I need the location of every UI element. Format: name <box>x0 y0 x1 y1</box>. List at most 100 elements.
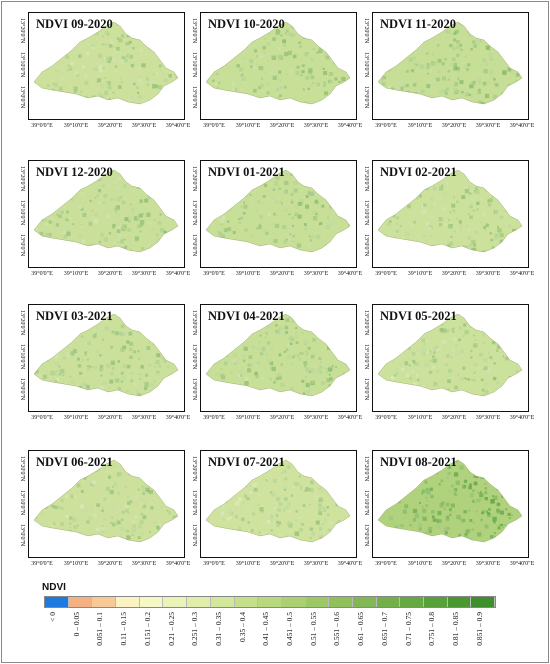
panel-title: NDVI 04-2021 <box>208 309 285 323</box>
legend-swatch <box>329 597 353 607</box>
y-tick-label: 13°20'0"N <box>363 310 369 336</box>
basin-map <box>377 459 523 543</box>
x-tick-label: 39°20'0"E <box>441 271 467 277</box>
basin-area <box>34 314 178 396</box>
x-tick-label: 39°30'0"E <box>475 123 501 129</box>
x-tick-label: 39°20'0"E <box>269 561 295 567</box>
legend-class-label: 0.81 – 0.85 <box>450 612 460 646</box>
legend-swatch <box>400 597 424 607</box>
legend-swatch <box>139 597 164 607</box>
panel-title: NDVI 06-2021 <box>36 455 113 469</box>
y-tick-label: 13°20'0"N <box>19 18 25 44</box>
x-tick-label: 39°0'0"E <box>31 561 53 567</box>
x-tick-label: 39°10'0"E <box>235 561 261 567</box>
basin-area <box>378 314 522 396</box>
basin-map <box>377 169 523 253</box>
legend-class-label: 0.851 – 0.9 <box>474 612 484 646</box>
x-tick-label: 39°20'0"E <box>269 271 295 277</box>
x-tick-label: 39°20'0"E <box>97 415 123 421</box>
map-panel: NDVI 09-2020 39°0'0"E 39°10'0"E 39°20'0"E 39… <box>19 12 190 129</box>
legend-class-label: 0.551 – 0.6 <box>332 612 342 646</box>
x-tick-label: 39°10'0"E <box>63 123 89 129</box>
x-tick-label: 39°20'0"E <box>97 123 123 129</box>
x-tick-label: 39°30'0"E <box>131 415 157 421</box>
panel-title: NDVI 01-2021 <box>208 165 285 179</box>
x-tick-label: 39°40'0"E <box>509 561 535 567</box>
y-tick-label: 13°0'0"N <box>191 378 197 401</box>
y-tick-label: 13°10'0"N <box>19 490 25 516</box>
map-panel: NDVI 11-2020 39°0'0"E 39°10'0"E 39°20'0"E 39… <box>363 12 534 129</box>
map-panel: NDVI 02-2021 39°0'0"E 39°10'0"E 39°20'0"E 39… <box>363 160 534 277</box>
legend-class-label: 0.51 – 0.55 <box>308 612 318 646</box>
legend-color-bar <box>44 596 497 608</box>
x-tick-label: 39°10'0"E <box>235 123 261 129</box>
y-tick-label: 13°10'0"N <box>191 490 197 516</box>
y-tick-label: 13°20'0"N <box>19 310 25 336</box>
legend-swatch <box>471 597 496 607</box>
y-tick-label: 13°10'0"N <box>363 490 369 516</box>
panel-title: NDVI 12-2020 <box>36 165 113 179</box>
x-tick-label: 39°40'0"E <box>509 271 535 277</box>
panel-title: NDVI 11-2020 <box>380 17 457 31</box>
x-tick-label: 39°40'0"E <box>165 561 191 567</box>
y-tick-label: 13°10'0"N <box>19 200 25 226</box>
legend-swatch <box>68 597 93 607</box>
y-tick-label: 13°10'0"N <box>19 52 25 78</box>
x-tick-label: 39°10'0"E <box>63 271 89 277</box>
panel-title: NDVI 05-2021 <box>380 309 457 323</box>
basin-map <box>33 169 179 253</box>
legend-swatch <box>163 597 188 607</box>
y-tick-label: 13°20'0"N <box>19 166 25 192</box>
y-tick-label: 13°20'0"N <box>191 456 197 482</box>
y-tick-label: 13°0'0"N <box>19 86 25 109</box>
legend-class-label: 0.41 – 0.45 <box>261 612 271 646</box>
legend-class-label: 0.11 – 0.15 <box>119 612 129 646</box>
y-tick-label: 13°0'0"N <box>191 234 197 257</box>
x-tick-label: 39°10'0"E <box>63 561 89 567</box>
y-tick-label: 13°0'0"N <box>363 378 369 401</box>
legend-class-label: 0 – 0.05 <box>71 612 81 637</box>
panel-title: NDVI 03-2021 <box>36 309 113 323</box>
y-tick-label: 13°20'0"N <box>363 18 369 44</box>
x-tick-label: 39°40'0"E <box>337 271 363 277</box>
y-tick-label: 13°10'0"N <box>191 52 197 78</box>
y-tick-label: 13°0'0"N <box>191 524 197 547</box>
x-tick-label: 39°40'0"E <box>337 415 363 421</box>
y-tick-label: 13°0'0"N <box>363 524 369 547</box>
x-tick-label: 39°0'0"E <box>203 415 225 421</box>
x-tick-label: 39°30'0"E <box>475 561 501 567</box>
map-panel: NDVI 08-2021 39°0'0"E 39°10'0"E 39°20'0"E 39… <box>363 450 534 567</box>
x-tick-label: 39°40'0"E <box>165 415 191 421</box>
ndvi-legend: NDVI < 0 0 – 0.05 0.051 – 0.1 0.11 – 0.15 0.… <box>14 582 534 658</box>
y-tick-label: 13°0'0"N <box>19 524 25 547</box>
x-tick-label: 39°10'0"E <box>407 561 433 567</box>
map-panel: NDVI 06-2021 39°0'0"E 39°10'0"E 39°20'0"E 39… <box>19 450 190 567</box>
map-panel: NDVI 10-2020 39°0'0"E 39°10'0"E 39°20'0"E 39… <box>191 12 362 129</box>
legend-class-label: 0.451 – 0.5 <box>285 612 294 646</box>
legend-swatch <box>187 597 211 607</box>
basin-map <box>33 459 179 543</box>
x-tick-label: 39°0'0"E <box>203 271 225 277</box>
panel-title: NDVI 10-2020 <box>208 17 285 31</box>
y-tick-label: 13°10'0"N <box>363 200 369 226</box>
x-tick-label: 39°10'0"E <box>63 415 89 421</box>
x-tick-label: 39°20'0"E <box>269 123 295 129</box>
x-tick-label: 39°0'0"E <box>375 561 397 567</box>
x-tick-label: 39°0'0"E <box>375 415 397 421</box>
legend-swatch <box>210 597 235 607</box>
legend-class-label: 0.61 – 0.65 <box>356 612 366 646</box>
basin-map <box>377 21 523 105</box>
y-tick-label: 13°20'0"N <box>191 166 197 192</box>
y-tick-label: 13°10'0"N <box>363 344 369 370</box>
y-tick-label: 13°10'0"N <box>19 344 25 370</box>
legend-class-label: 0.21 – 0.25 <box>166 612 176 646</box>
basin-map <box>33 21 179 105</box>
legend-swatch <box>116 597 140 607</box>
legend-swatch <box>234 597 259 607</box>
x-tick-label: 39°30'0"E <box>303 123 329 129</box>
x-tick-label: 39°0'0"E <box>31 271 53 277</box>
x-tick-label: 39°20'0"E <box>269 415 295 421</box>
y-tick-label: 13°20'0"N <box>363 456 369 482</box>
legend-class-label: 0.71 – 0.75 <box>403 612 413 646</box>
y-tick-label: 13°0'0"N <box>191 86 197 109</box>
